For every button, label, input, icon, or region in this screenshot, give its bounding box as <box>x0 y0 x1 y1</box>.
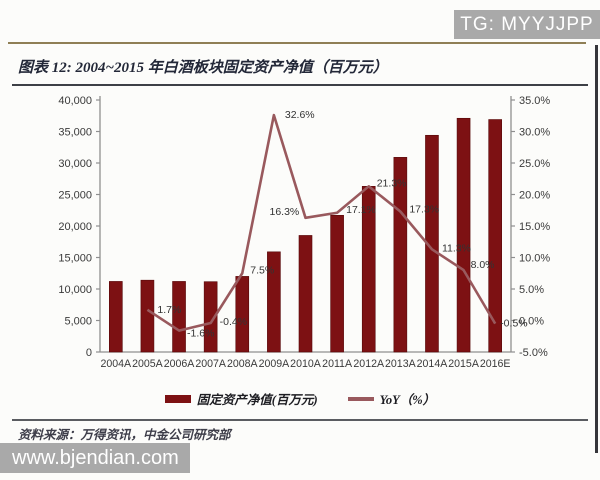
left-axis-tick-label: 10,000 <box>58 284 92 296</box>
legend-item-line: YoY（%） <box>347 389 436 408</box>
right-axis-tick-label: 0.0% <box>519 316 544 328</box>
x-axis-label-2004A: 2004A <box>100 358 132 370</box>
bar-2016E <box>488 119 502 353</box>
page-edge-line <box>595 45 598 453</box>
x-axis-label-2008A: 2008A <box>227 358 259 370</box>
chart-legend: 固定资产净值(百万元) YoY（%） <box>0 389 600 408</box>
x-axis-label-2010A: 2010A <box>290 358 322 370</box>
yoy-line <box>146 113 497 332</box>
yoy-point-label-2006A: -1.6% <box>187 328 214 340</box>
right-axis-tick-label: 35.0% <box>519 95 550 107</box>
bar-2006A <box>172 281 186 353</box>
left-axis-tick-label: 5,000 <box>64 316 92 328</box>
yoy-point-label-2014A: 11.3% <box>442 242 471 254</box>
bar-2014A <box>425 134 439 353</box>
x-axis-label-2011A: 2011A <box>322 358 353 370</box>
yoy-point-label-2008A: 7.5% <box>250 264 274 276</box>
legend-line-label: YoY（%） <box>379 393 436 407</box>
yoy-point-label-2011A: 17.1% <box>346 204 376 216</box>
x-axis-label-2009A: 2009A <box>259 358 291 370</box>
bar-2008A <box>235 276 250 353</box>
yoy-point-label-2010A: 16.3% <box>270 206 300 218</box>
title-underline <box>12 84 588 86</box>
x-axis-label-2015A: 2015A <box>448 358 480 370</box>
bar-2013A <box>393 157 408 353</box>
bar-2015A <box>456 117 471 353</box>
yoy-point-label-2005A: 1.7% <box>157 304 181 316</box>
left-axis-tick-label: 30,000 <box>58 158 92 170</box>
bar-2004A <box>109 281 123 353</box>
right-axis-tick-label: 10.0% <box>519 253 550 265</box>
legend-bar-label: 固定资产净值(百万元) <box>196 393 318 407</box>
yoy-point-label-2012A: 21.3% <box>377 177 407 189</box>
yoy-point-label-2016E: -0.5% <box>500 318 527 330</box>
x-axis-label-2014A: 2014A <box>417 358 449 370</box>
x-axis-label-2006A: 2006A <box>164 358 196 370</box>
x-axis-label-2013A: 2013A <box>385 358 417 370</box>
bar-series-swatch <box>164 394 191 403</box>
bar-2010A <box>298 235 313 353</box>
chart-canvas: 40,000 35.0% 35,000 30.0% 30,000 25.0% 25,000 2… <box>58 95 550 370</box>
left-axis-tick-label: 25,000 <box>58 190 92 202</box>
right-axis-tick-label: 15.0% <box>519 221 550 233</box>
footer-divider <box>12 419 588 421</box>
yoy-point-label-2009A: 32.6% <box>285 109 315 121</box>
left-axis-tick-label: 35,000 <box>58 127 92 139</box>
right-axis-tick-label: 30.0% <box>519 127 550 139</box>
top-divider <box>8 42 586 44</box>
x-axis-label-2007A: 2007A <box>195 358 227 370</box>
left-axis-tick-label: 20,000 <box>58 221 92 233</box>
right-axis-tick-label: 20.0% <box>519 190 550 202</box>
left-axis-tick-label: 40,000 <box>58 95 92 107</box>
x-axis-label-2012A: 2012A <box>353 358 385 370</box>
yoy-point-label-2015A: 8.0% <box>471 259 495 271</box>
left-axis-tick-label: 0 <box>86 347 92 359</box>
yoy-point-label-2007A: -0.4% <box>220 316 247 328</box>
watermark-bottom-left: www.bjendian.com <box>0 443 190 473</box>
bar-2011A <box>330 214 344 353</box>
left-axis-tick-label: 15,000 <box>58 253 92 265</box>
bar-2009A <box>267 251 281 353</box>
line-series-swatch <box>347 396 374 401</box>
chart-title: 图表 12: 2004~2015 年白酒板块固定资产净值（百万元） <box>18 60 388 76</box>
x-axis-label-2016E: 2016E <box>480 358 511 370</box>
source-note: 资料来源：万得资讯，中金公司研究部 <box>18 428 231 442</box>
bar-2007A <box>203 281 218 353</box>
yoy-point-label-2013A: 17.3% <box>409 204 439 216</box>
legend-item-bars: 固定资产净值(百万元) <box>164 389 318 408</box>
right-axis-tick-label: 5.0% <box>519 284 544 296</box>
right-axis-tick-label: 25.0% <box>519 158 550 170</box>
watermark-top-right: TG: MYYJJPP <box>454 10 600 39</box>
bar-2005A <box>140 279 155 353</box>
x-axis-label-2005A: 2005A <box>132 358 164 370</box>
right-axis-tick-label: -5.0% <box>519 347 548 359</box>
